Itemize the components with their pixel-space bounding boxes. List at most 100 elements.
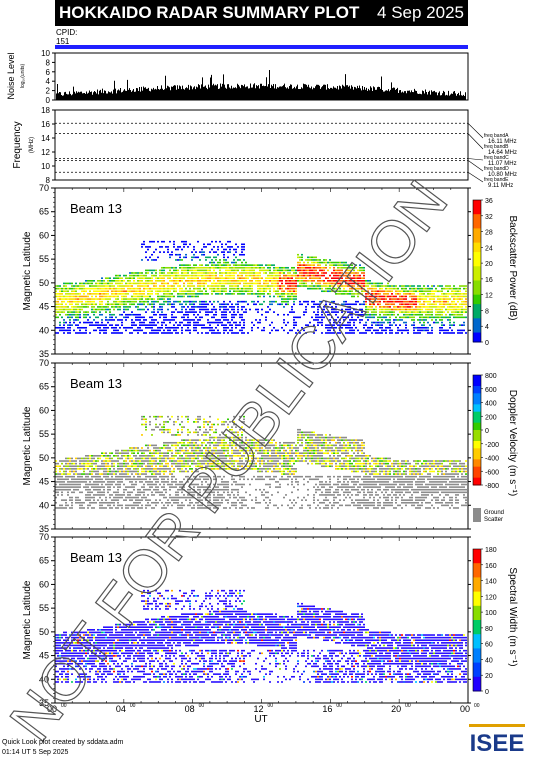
data-cell bbox=[423, 311, 425, 313]
data-cell bbox=[79, 475, 81, 478]
data-cell bbox=[121, 319, 123, 321]
data-cell bbox=[239, 272, 241, 274]
data-cell bbox=[83, 468, 85, 470]
data-cell bbox=[129, 285, 131, 287]
data-cell bbox=[237, 274, 239, 277]
data-cell bbox=[333, 285, 335, 287]
data-cell bbox=[215, 287, 217, 290]
data-cell bbox=[253, 266, 255, 269]
data-cell bbox=[59, 507, 61, 509]
data-cell bbox=[333, 277, 335, 280]
data-cell bbox=[55, 311, 57, 313]
data-cell bbox=[163, 266, 165, 269]
data-cell bbox=[227, 321, 229, 324]
data-cell bbox=[293, 295, 295, 298]
data-cell bbox=[297, 269, 299, 272]
data-cell bbox=[401, 285, 403, 287]
data-cell bbox=[139, 319, 141, 321]
data-cell bbox=[191, 274, 193, 277]
data-cell bbox=[397, 298, 399, 300]
data-cell bbox=[127, 452, 129, 455]
data-cell bbox=[161, 285, 163, 287]
data-cell bbox=[169, 319, 171, 321]
data-cell bbox=[185, 272, 187, 274]
data-cell bbox=[201, 300, 203, 303]
data-cell bbox=[363, 280, 365, 282]
data-cell bbox=[315, 282, 317, 285]
data-cell bbox=[109, 282, 111, 285]
data-cell bbox=[103, 290, 105, 293]
data-cell bbox=[77, 306, 79, 308]
data-cell bbox=[341, 311, 343, 313]
data-cell bbox=[79, 507, 81, 509]
data-cell bbox=[81, 287, 83, 290]
data-cell bbox=[165, 488, 167, 491]
data-cell bbox=[391, 329, 393, 332]
data-cell bbox=[69, 326, 71, 329]
data-cell bbox=[285, 300, 287, 303]
data-cell bbox=[105, 496, 107, 499]
data-cell bbox=[279, 269, 281, 272]
data-cell bbox=[461, 329, 463, 332]
data-cell bbox=[371, 332, 373, 334]
data-cell bbox=[83, 298, 85, 300]
data-cell bbox=[157, 470, 159, 473]
data-cell bbox=[415, 308, 417, 311]
data-cell bbox=[67, 494, 69, 496]
data-cell bbox=[259, 272, 261, 274]
data-cell bbox=[203, 277, 205, 280]
data-cell bbox=[137, 470, 139, 473]
data-cell bbox=[387, 321, 389, 324]
data-cell bbox=[375, 324, 377, 326]
data-cell bbox=[127, 306, 129, 308]
data-cell bbox=[137, 295, 139, 298]
data-cell bbox=[341, 316, 343, 319]
data-cell bbox=[143, 293, 145, 295]
data-cell bbox=[107, 282, 109, 285]
data-cell bbox=[107, 486, 109, 488]
lat-tick-label: 45 bbox=[39, 302, 49, 312]
data-cell bbox=[423, 298, 425, 300]
data-cell bbox=[155, 277, 157, 280]
data-cell bbox=[63, 290, 65, 293]
data-cell bbox=[421, 295, 423, 298]
data-cell bbox=[147, 298, 149, 300]
data-cell bbox=[293, 321, 295, 324]
data-cell bbox=[83, 465, 85, 468]
data-cell bbox=[439, 311, 441, 313]
data-cell bbox=[257, 274, 259, 277]
data-cell bbox=[97, 457, 99, 460]
data-cell bbox=[163, 321, 165, 324]
data-cell bbox=[285, 324, 287, 326]
data-cell bbox=[265, 282, 267, 285]
data-cell bbox=[149, 481, 151, 483]
data-cell bbox=[289, 282, 291, 285]
freq-band-value: 14.64 MHz bbox=[488, 150, 517, 156]
data-cell bbox=[427, 326, 429, 329]
data-cell bbox=[115, 449, 117, 452]
lat-tick-label: 40 bbox=[39, 325, 49, 335]
data-cell bbox=[159, 468, 161, 470]
data-cell bbox=[181, 308, 183, 311]
data-cell bbox=[111, 494, 113, 496]
data-cell bbox=[91, 491, 93, 494]
data-cell bbox=[141, 308, 143, 311]
data-cell bbox=[219, 308, 221, 311]
data-cell bbox=[93, 303, 95, 306]
data-cell bbox=[235, 266, 237, 269]
data-cell bbox=[75, 486, 77, 488]
data-cell bbox=[457, 295, 459, 298]
data-cell bbox=[139, 298, 141, 300]
data-cell bbox=[201, 251, 203, 253]
data-cell bbox=[139, 455, 141, 457]
data-cell bbox=[401, 290, 403, 293]
data-cell bbox=[189, 308, 191, 311]
data-cell bbox=[329, 324, 331, 326]
data-cell bbox=[125, 319, 127, 321]
freq-frame bbox=[54, 109, 469, 181]
data-cell bbox=[137, 496, 139, 499]
data-cell bbox=[175, 277, 177, 280]
data-cell bbox=[241, 306, 243, 308]
data-cell bbox=[429, 313, 431, 316]
data-cell bbox=[295, 274, 297, 277]
